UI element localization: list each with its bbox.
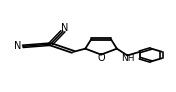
Text: NH: NH [121, 54, 135, 63]
Text: N: N [14, 41, 21, 51]
Text: N: N [61, 23, 68, 33]
Text: O: O [97, 53, 105, 63]
